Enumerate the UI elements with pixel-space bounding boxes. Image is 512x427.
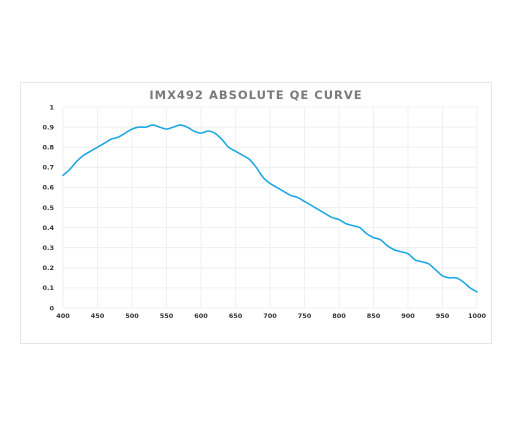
x-tick-label: 550 [160,312,174,320]
y-tick-label: 0.6 [42,184,54,192]
x-tick-label: 600 [194,312,208,320]
chart-title: IMX492 ABSOLUTE QE CURVE [149,88,363,102]
y-tick-label: 0.9 [42,123,54,131]
x-tick-label: 900 [401,312,415,320]
x-tick-labels: 400 450 500 550 600 650 700 750 800 850 900 950 1000 [56,312,486,320]
chart-frame [20,82,492,344]
series-lines [62,124,478,293]
y-tick-labels: 0 0.1 0.2 0.3 0.4 0.5 0.6 0.7 0.8 0.9 1 [42,103,54,312]
x-tick-label: 500 [125,312,139,320]
y-tick-label: 0.4 [42,224,54,232]
y-tick-label: 0 [49,304,54,312]
y-tick-label: 0.1 [42,284,54,292]
y-tick-label: 1 [49,103,54,111]
x-tick-label: 850 [367,312,381,320]
y-tick-label: 0.2 [42,264,54,272]
x-tick-label: 1000 [468,312,487,320]
grid [62,106,478,309]
y-tick-label: 0.3 [42,244,54,252]
x-tick-label: 700 [263,312,277,320]
x-tick-label: 750 [298,312,312,320]
x-tick-label: 450 [91,312,105,320]
x-tick-label: 400 [56,312,70,320]
x-tick-label: 950 [436,312,450,320]
x-tick-label: 650 [229,312,243,320]
y-tick-label: 0.8 [42,144,54,152]
x-tick-label: 800 [332,312,346,320]
qe-curve-line [62,124,478,293]
y-tick-label: 0.5 [42,204,54,212]
y-tick-label: 0.7 [42,164,54,172]
